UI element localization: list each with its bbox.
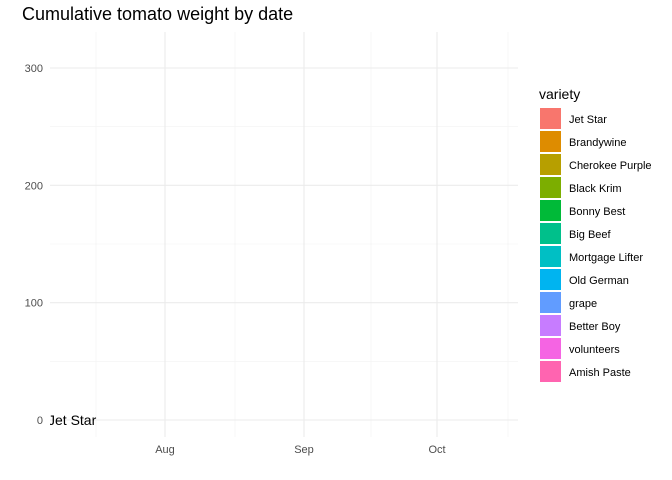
legend-entry-label: Cherokee Purple (569, 160, 652, 172)
legend-entry-label: Jet Star (569, 114, 607, 126)
legend-entry-label: Amish Paste (569, 367, 631, 379)
legend-title: variety (539, 86, 580, 102)
legend-key-swatch (540, 177, 561, 198)
legend-key-swatch (540, 223, 561, 244)
chart-title: Cumulative tomato weight by date (22, 4, 293, 24)
legend-key-swatch (540, 246, 561, 267)
x-tick-label: Sep (294, 444, 314, 456)
legend-entry-label: Big Beef (569, 229, 612, 241)
x-axis-tick-labels: Aug Sep Oct (155, 444, 445, 456)
y-tick-label: 200 (25, 180, 43, 192)
legend-key-swatch (540, 315, 561, 336)
legend-key-swatch (540, 108, 561, 129)
legend-entry-label: Old German (569, 275, 629, 287)
legend-key-swatch (540, 292, 561, 313)
legend-key-swatch (540, 154, 561, 175)
x-tick-label: Aug (155, 444, 175, 456)
legend-key-swatch (540, 131, 561, 152)
legend-key-swatch (540, 269, 561, 290)
legend: variety Jet Star Brandywine Cherokee Purpl… (539, 86, 652, 382)
legend-entry-label: Black Krim (569, 183, 622, 195)
annotation-label: Jet Star (48, 412, 97, 428)
legend-entry-label: grape (569, 298, 597, 310)
y-tick-label: 0 (37, 415, 43, 427)
y-tick-label: 100 (25, 298, 43, 310)
grid (50, 32, 518, 437)
legend-key-swatch (540, 361, 561, 382)
legend-entry-label: Mortgage Lifter (569, 252, 643, 264)
legend-key-swatch (540, 200, 561, 221)
chart-annotations: Jet Star (48, 412, 97, 428)
legend-entry-label: volunteers (569, 344, 620, 356)
y-axis-tick-labels: 0 100 200 300 (25, 63, 43, 427)
legend-key-swatch (540, 338, 561, 359)
legend-entry-label: Brandywine (569, 137, 626, 149)
legend-entry-label: Bonny Best (569, 206, 625, 218)
legend-entry-label: Better Boy (569, 321, 621, 333)
x-tick-label: Oct (428, 444, 445, 456)
y-tick-label: 300 (25, 63, 43, 75)
